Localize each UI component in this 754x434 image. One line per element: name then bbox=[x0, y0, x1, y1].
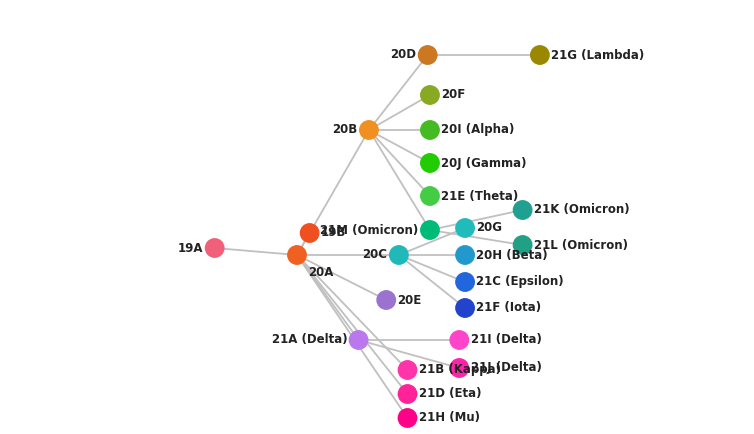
Text: 21I (Delta): 21I (Delta) bbox=[470, 333, 541, 346]
Text: 20C: 20C bbox=[363, 249, 388, 262]
Text: 20G: 20G bbox=[477, 221, 502, 234]
Circle shape bbox=[456, 299, 474, 317]
Text: 21J (Delta): 21J (Delta) bbox=[470, 362, 541, 375]
Text: 20H (Beta): 20H (Beta) bbox=[477, 249, 548, 262]
Circle shape bbox=[288, 246, 306, 264]
Text: 20F: 20F bbox=[441, 89, 465, 102]
Circle shape bbox=[418, 46, 437, 64]
Text: 21K (Omicron): 21K (Omicron) bbox=[534, 204, 630, 217]
Text: 21D (Eta): 21D (Eta) bbox=[419, 388, 481, 401]
Circle shape bbox=[360, 121, 379, 139]
Text: 19B: 19B bbox=[321, 227, 346, 240]
Text: 20E: 20E bbox=[397, 293, 421, 306]
Text: 21C (Epsilon): 21C (Epsilon) bbox=[477, 276, 564, 289]
Circle shape bbox=[450, 359, 468, 377]
Text: 21B (Kappa): 21B (Kappa) bbox=[419, 364, 501, 377]
Circle shape bbox=[377, 291, 395, 309]
Text: 21M (Omicron): 21M (Omicron) bbox=[320, 224, 418, 237]
Text: 21G (Lambda): 21G (Lambda) bbox=[551, 49, 645, 62]
Circle shape bbox=[300, 224, 319, 242]
Text: 21A (Delta): 21A (Delta) bbox=[271, 333, 347, 346]
Circle shape bbox=[531, 46, 549, 64]
Text: 20D: 20D bbox=[391, 49, 416, 62]
Circle shape bbox=[390, 246, 408, 264]
Circle shape bbox=[513, 201, 532, 219]
Circle shape bbox=[513, 236, 532, 254]
Circle shape bbox=[456, 273, 474, 291]
Circle shape bbox=[421, 221, 439, 239]
Circle shape bbox=[421, 187, 439, 205]
Circle shape bbox=[349, 331, 368, 349]
Circle shape bbox=[456, 219, 474, 237]
Text: 21H (Mu): 21H (Mu) bbox=[419, 411, 480, 424]
Text: 21E (Theta): 21E (Theta) bbox=[441, 190, 519, 203]
Text: 19A: 19A bbox=[178, 241, 204, 254]
Circle shape bbox=[206, 239, 224, 257]
Circle shape bbox=[421, 86, 439, 104]
Circle shape bbox=[398, 385, 417, 403]
Text: 21F (Iota): 21F (Iota) bbox=[477, 302, 541, 315]
Circle shape bbox=[398, 409, 417, 427]
Circle shape bbox=[421, 154, 439, 172]
Circle shape bbox=[450, 331, 468, 349]
Text: 21L (Omicron): 21L (Omicron) bbox=[534, 239, 628, 251]
Circle shape bbox=[398, 361, 417, 379]
Text: 20A: 20A bbox=[308, 266, 334, 279]
Text: 20I (Alpha): 20I (Alpha) bbox=[441, 124, 515, 137]
Circle shape bbox=[421, 121, 439, 139]
Text: 20B: 20B bbox=[333, 124, 357, 137]
Circle shape bbox=[456, 246, 474, 264]
Text: 20J (Gamma): 20J (Gamma) bbox=[441, 157, 527, 170]
